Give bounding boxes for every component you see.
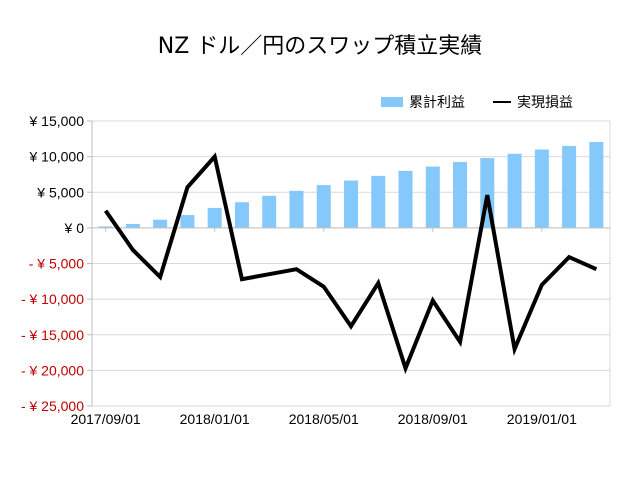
bar <box>507 153 522 228</box>
bar <box>207 207 222 228</box>
bar <box>153 219 168 228</box>
legend: 累計利益 実現損益 <box>381 92 573 112</box>
bar <box>534 149 549 228</box>
x-tick-label: 2018/09/01 <box>398 411 468 427</box>
legend-swatch-line <box>493 101 511 103</box>
x-tick-label: 2019/01/01 <box>507 411 577 427</box>
bar <box>589 142 604 228</box>
x-tick-label: 2018/01/01 <box>180 411 250 427</box>
bar <box>98 226 113 228</box>
y-tick-label: - ¥ 15,000 <box>21 327 84 343</box>
y-tick-label: - ¥ 20,000 <box>21 362 84 378</box>
bar <box>398 170 413 228</box>
y-tick-label: - ¥ 5,000 <box>29 256 84 272</box>
y-tick-label: ¥ 0 <box>64 220 85 236</box>
bar <box>316 185 331 228</box>
y-tick-label: - ¥ 10,000 <box>21 291 84 307</box>
bar <box>234 202 249 228</box>
chart-title: NZ ドル／円のスワップ積立実績 <box>157 34 483 59</box>
legend-label-bar: 累計利益 <box>409 95 465 111</box>
bar <box>180 215 195 228</box>
bar <box>344 180 358 228</box>
legend-swatch-bar <box>381 97 403 107</box>
bar <box>453 161 468 228</box>
bar <box>289 190 304 228</box>
y-tick-label: - ¥ 25,000 <box>21 398 84 414</box>
x-tick-label: 2018/05/01 <box>289 411 359 427</box>
legend-label-line: 実現損益 <box>517 95 573 111</box>
bar <box>262 195 277 228</box>
y-tick-label: ¥ 15,000 <box>29 113 85 129</box>
bar <box>371 175 386 228</box>
bar <box>562 145 577 228</box>
bar <box>425 166 440 228</box>
y-tick-label: ¥ 10,000 <box>29 149 85 165</box>
bar <box>125 223 140 228</box>
x-tick-label: 2017/09/01 <box>71 411 141 427</box>
y-tick-label: ¥ 5,000 <box>36 184 84 200</box>
